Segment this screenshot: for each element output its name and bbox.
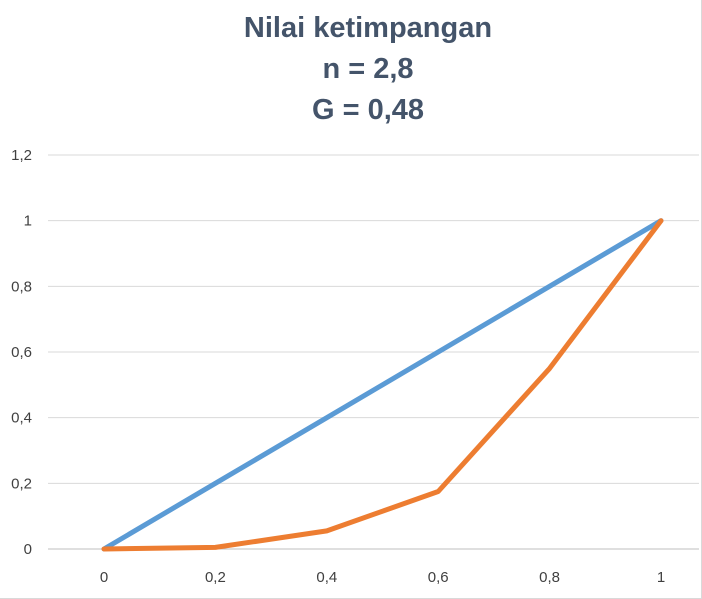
series-line-2: [101, 218, 664, 552]
x-tick-label: 0,8: [539, 569, 560, 586]
y-tick-label: 1: [24, 213, 32, 230]
x-tick-label: 0,2: [205, 569, 226, 586]
x-tick-label: 0,4: [316, 569, 337, 586]
y-tick-label: 0,4: [11, 410, 32, 427]
y-tick-label: 0,8: [11, 278, 32, 295]
y-tick-label: 0,6: [11, 344, 32, 361]
y-tick-label: 1,2: [11, 147, 32, 164]
x-tick-label: 0,6: [428, 569, 449, 586]
y-tick-label: 0,2: [11, 475, 32, 492]
x-tick-label: 1: [657, 569, 665, 586]
series-line-1: [101, 218, 664, 552]
chart-title: Nilai ketimpangan n = 2,8 G = 0,48: [0, 8, 702, 131]
y-tick-label: 0: [24, 541, 32, 558]
chart-title-line-1: Nilai ketimpangan: [243, 12, 493, 44]
x-tick-label: 0: [100, 569, 108, 586]
chart-title-line-2: n = 2,8: [322, 53, 414, 85]
chart-title-line-3: G = 0,48: [311, 94, 425, 126]
